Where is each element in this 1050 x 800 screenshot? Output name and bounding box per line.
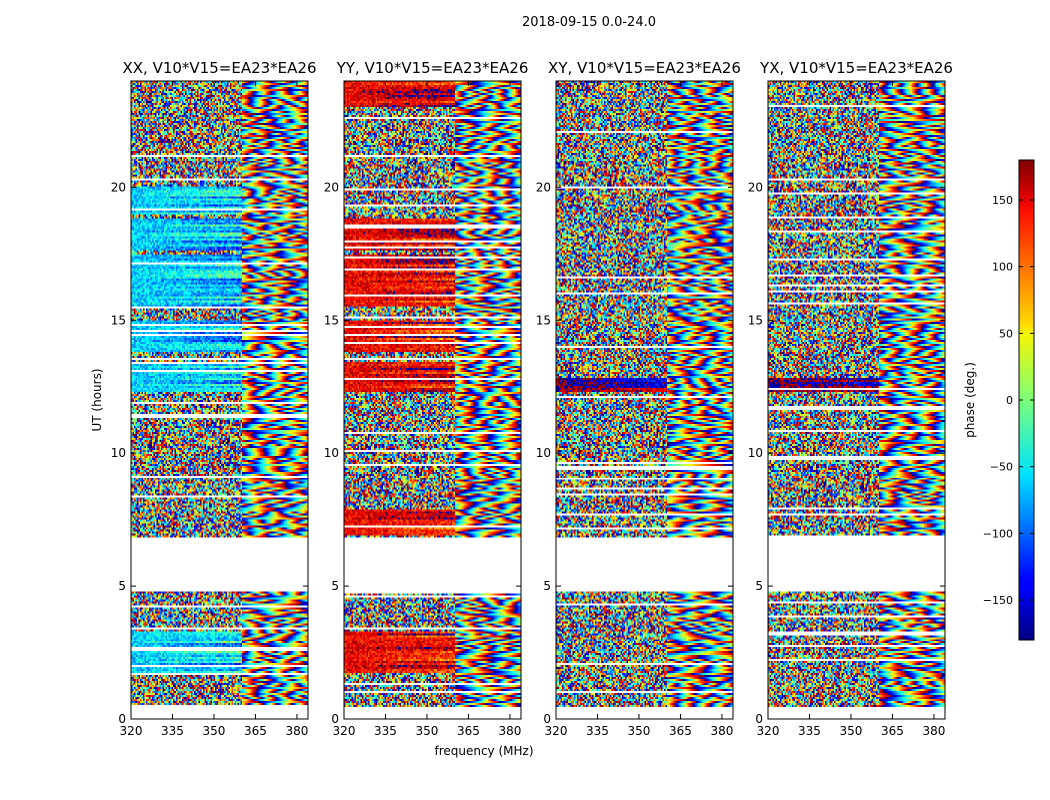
x-tick-label: 335 <box>798 724 821 738</box>
phase-heatmap <box>344 81 521 719</box>
colorbar-tick-label: −50 <box>990 461 1013 474</box>
y-tick-label: 20 <box>536 180 551 194</box>
x-tick-label: 335 <box>374 724 397 738</box>
panel-title: XY, V10*V15=EA23*EA26 <box>548 59 741 77</box>
y-tick-label: 15 <box>748 313 763 327</box>
x-tick-label: 380 <box>498 724 521 738</box>
x-tick-label: 350 <box>628 724 651 738</box>
x-tick-label: 350 <box>840 724 863 738</box>
panel-frame <box>767 80 946 720</box>
panel-title: XX, V10*V15=EA23*EA26 <box>122 59 316 77</box>
panel-title: YY, V10*V15=EA23*EA26 <box>336 59 529 77</box>
x-tick-label: 380 <box>285 724 308 738</box>
panels: XX, V10*V15=EA23*EA26 320 335 350 365 380 0 5 10… <box>111 59 953 738</box>
x-tick-label: 365 <box>244 724 267 738</box>
y-tick-label: 15 <box>536 313 551 327</box>
x-tick-label: 320 <box>757 724 780 738</box>
phase-heatmap <box>556 81 733 719</box>
figure-title: 2018-09-15 0.0-24.0 <box>522 15 656 30</box>
y-tick-label: 20 <box>111 180 126 194</box>
y-axis-label: UT (hours) <box>90 368 104 431</box>
colorbar-label: phase (deg.) <box>963 362 977 438</box>
x-tick-label: 320 <box>333 724 356 738</box>
y-tick-label: 10 <box>536 446 551 460</box>
y-tick-label: 0 <box>755 712 763 726</box>
panel-yx: YX, V10*V15=EA23*EA26 320 335 350 365 380 0 5 10… <box>748 59 953 738</box>
x-tick-label: 365 <box>457 724 480 738</box>
x-tick-label: 380 <box>922 724 945 738</box>
y-tick-label: 15 <box>111 313 126 327</box>
x-tick-label: 350 <box>416 724 439 738</box>
panel-frame <box>130 80 309 720</box>
colorbar-ticks: −150 −100 −50 0 50 100 150 <box>983 194 1034 607</box>
colorbar: −150 −100 −50 0 50 100 150 phase (deg.) <box>963 159 1035 641</box>
y-tick-label: 0 <box>118 712 126 726</box>
y-tick-label: 10 <box>111 446 126 460</box>
y-tick-label: 5 <box>331 579 339 593</box>
y-tick-label: 0 <box>331 712 339 726</box>
x-tick-label: 365 <box>669 724 692 738</box>
x-tick-label: 320 <box>545 724 568 738</box>
colorbar-tick-label: −150 <box>983 594 1013 607</box>
x-tick-label: 350 <box>203 724 226 738</box>
x-tick-label: 335 <box>161 724 184 738</box>
x-tick-label: 365 <box>881 724 904 738</box>
y-tick-label: 5 <box>118 579 126 593</box>
panel-frame <box>343 80 522 720</box>
y-tick-label: 5 <box>543 579 551 593</box>
x-axis-label: frequency (MHz) <box>434 744 533 758</box>
panel-xx: XX, V10*V15=EA23*EA26 320 335 350 365 380 0 5 10… <box>111 59 317 738</box>
colorbar-tick-label: 150 <box>992 194 1013 207</box>
panel-frame <box>555 80 734 720</box>
x-tick-label: 380 <box>710 724 733 738</box>
panel-yy: YY, V10*V15=EA23*EA26 320 335 350 365 380 0 5 10… <box>324 59 529 738</box>
colorbar-tick-label: 50 <box>999 327 1013 340</box>
colorbar-tick-label: −100 <box>983 527 1013 540</box>
y-tick-label: 5 <box>755 579 763 593</box>
y-tick-label: 20 <box>324 180 339 194</box>
colorbar-tick-label: 0 <box>1006 394 1013 407</box>
x-tick-label: 320 <box>120 724 143 738</box>
panel-xy: XY, V10*V15=EA23*EA26 320 335 350 365 380 0 5 10… <box>536 59 741 738</box>
y-tick-label: 20 <box>748 180 763 194</box>
phase-heatmap <box>768 81 945 719</box>
panel-title: YX, V10*V15=EA23*EA26 <box>759 59 953 77</box>
y-tick-label: 0 <box>543 712 551 726</box>
y-tick-label: 10 <box>748 446 763 460</box>
y-tick-label: 15 <box>324 313 339 327</box>
colorbar-tick-label: 100 <box>992 261 1013 274</box>
phase-heatmap <box>131 81 308 719</box>
x-tick-label: 335 <box>586 724 609 738</box>
y-tick-label: 10 <box>324 446 339 460</box>
